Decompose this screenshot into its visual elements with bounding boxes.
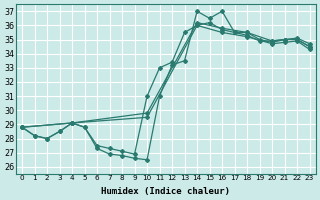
X-axis label: Humidex (Indice chaleur): Humidex (Indice chaleur) <box>101 187 230 196</box>
